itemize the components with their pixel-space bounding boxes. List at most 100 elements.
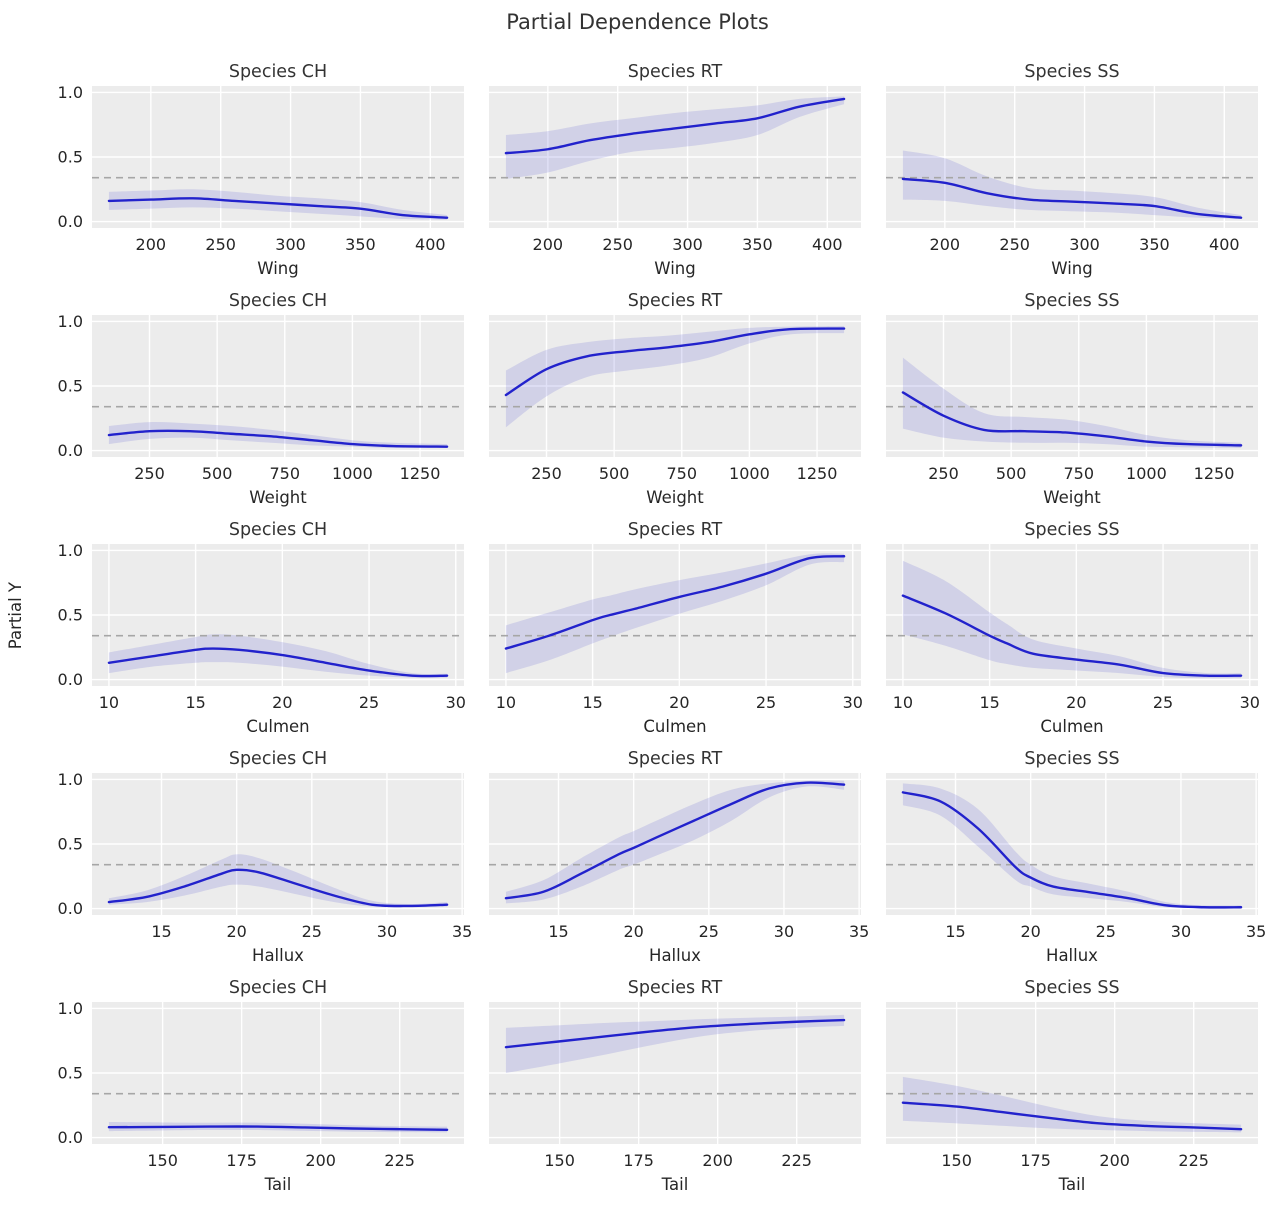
confidence-band — [505, 1014, 845, 1073]
plot-area: 200 250 300 350 400 — [886, 86, 1258, 254]
subplot-culmen-species-ch: Species CH 10 15 20 25 30 0.0 0.5 1.0 Culmen — [58, 518, 466, 740]
x-tick-label: 1250 — [797, 464, 838, 483]
subplot-title: Species RT — [627, 520, 723, 540]
subplot-wing-species-ss: Species SS 200 250 300 350 400 Wing — [886, 60, 1258, 282]
pdp-line — [504, 1018, 846, 1049]
plot-area: 150 175 200 225 — [886, 1002, 1258, 1170]
x-tick-label: 10 — [99, 693, 119, 712]
x-tick-label: 200 — [305, 1151, 336, 1170]
x-tick-label: 35 — [1246, 922, 1266, 941]
y-tick-label: 1.0 — [58, 312, 83, 331]
x-axis-label: Weight — [249, 488, 307, 507]
x-tick-label: 10 — [893, 693, 913, 712]
y-tick-label: 0.5 — [58, 148, 83, 167]
plot-area: 250 500 750 1000 1250 0.0 0.5 1.0 — [58, 312, 464, 483]
pdp-line — [107, 1125, 449, 1131]
plot-area: 15 20 25 30 35 — [489, 773, 869, 941]
x-tick-label: 35 — [849, 922, 869, 941]
x-axis-label: Weight — [646, 488, 704, 507]
x-tick-label: 15 — [979, 693, 999, 712]
y-axis-label-container: Partial Y — [6, 60, 25, 1171]
subplot-culmen-species-ss: Species SS 10 15 20 25 30 Culmen — [886, 518, 1260, 740]
x-tick-label: 250 — [999, 235, 1030, 254]
x-tick-label: 500 — [996, 464, 1027, 483]
x-tick-label: 25 — [756, 693, 776, 712]
pdp-line — [107, 429, 449, 448]
confidence-band — [505, 553, 845, 674]
confidence-band — [902, 560, 1242, 679]
subplot-weight-species-ss: Species SS 250 500 750 1000 1250 Weight — [886, 289, 1258, 511]
pdp-line — [901, 1101, 1243, 1131]
x-tick-label: 150 — [544, 1151, 575, 1170]
subplot-tail-species-rt: Species RT 150 175 200 225 Tail — [489, 976, 861, 1198]
subplot-title: Species CH — [228, 62, 328, 82]
x-axis-label: Hallux — [252, 946, 304, 965]
pdp-line — [504, 327, 846, 397]
y-tick-label: 1.0 — [58, 83, 83, 102]
x-tick-label: 500 — [202, 464, 233, 483]
x-tick-label: 225 — [781, 1151, 812, 1170]
x-tick-label: 30 — [446, 693, 466, 712]
x-tick-label: 20 — [623, 922, 643, 941]
plot-area: 200 250 300 350 400 0.0 0.5 1.0 — [58, 83, 464, 254]
confidence-band — [902, 1076, 1242, 1133]
x-tick-label: 400 — [415, 235, 446, 254]
y-tick-label: 0.5 — [58, 606, 83, 625]
x-tick-label: 25 — [359, 693, 379, 712]
confidence-band — [108, 634, 448, 678]
x-tick-label: 30 — [774, 922, 794, 941]
x-tick-label: 225 — [384, 1151, 415, 1170]
x-tick-label: 225 — [1178, 1151, 1209, 1170]
pdp-line — [504, 97, 846, 155]
pdp-line — [901, 594, 1243, 678]
subplot-title: Species SS — [1024, 978, 1120, 998]
x-tick-label: 30 — [843, 693, 863, 712]
subplot-title: Species SS — [1024, 62, 1120, 82]
x-tick-label: 250 — [205, 235, 236, 254]
subplot-hallux-species-rt: Species RT 15 20 25 30 35 Hallux — [489, 747, 869, 969]
confidence-band — [108, 854, 448, 908]
x-tick-label: 175 — [1020, 1151, 1051, 1170]
x-tick-label: 150 — [147, 1151, 178, 1170]
pdp-line — [107, 647, 449, 678]
plot-area: 150 175 200 225 — [489, 1002, 861, 1170]
x-axis-label: Culmen — [1040, 717, 1104, 736]
x-tick-label: 250 — [134, 464, 165, 483]
y-tick-label: 0.5 — [58, 835, 83, 854]
plot-area: 150 175 200 225 0.0 0.5 1.0 — [58, 999, 464, 1170]
subplot-hallux-species-ss: Species SS 15 20 25 30 35 Hallux — [886, 747, 1266, 969]
x-axis-label: Tail — [264, 1175, 292, 1194]
subplot-title: Species RT — [627, 291, 723, 311]
x-tick-label: 200 — [1099, 1151, 1130, 1170]
pdp-line — [901, 391, 1243, 447]
x-tick-label: 20 — [1066, 693, 1086, 712]
plot-area: 15 20 25 30 35 — [886, 773, 1266, 941]
x-tick-label: 25 — [1096, 922, 1116, 941]
subplot-title: Species CH — [228, 978, 328, 998]
x-axis-label: Wing — [654, 259, 696, 278]
subplot-title: Species SS — [1024, 291, 1120, 311]
x-axis-label: Culmen — [643, 717, 707, 736]
subplot-title: Species CH — [228, 520, 328, 540]
subplot-title: Species RT — [627, 62, 723, 82]
x-tick-label: 15 — [548, 922, 568, 941]
subplot-title: Species CH — [228, 291, 328, 311]
subplot-tail-species-ss: Species SS 150 175 200 225 Tail — [886, 976, 1258, 1198]
x-tick-label: 30 — [377, 922, 397, 941]
x-axis-label: Wing — [1051, 259, 1093, 278]
x-tick-label: 15 — [185, 693, 205, 712]
subplot-wing-species-rt: Species RT 200 250 300 350 400 Wing — [489, 60, 861, 282]
plot-area: 250 500 750 1000 1250 — [489, 315, 861, 483]
plot-area: 10 15 20 25 30 — [489, 544, 863, 712]
x-axis-label: Tail — [661, 1175, 689, 1194]
x-tick-label: 250 — [928, 464, 959, 483]
x-tick-label: 15 — [945, 922, 965, 941]
subplot-hallux-species-ch: Species CH 15 20 25 30 35 0.0 0.5 1.0 Hallux — [58, 747, 473, 969]
x-tick-label: 25 — [699, 922, 719, 941]
pdp-line — [107, 868, 449, 908]
plot-area: 250 500 750 1000 1250 — [886, 315, 1258, 483]
confidence-band — [505, 325, 845, 428]
y-axis-label: Partial Y — [6, 581, 25, 650]
x-tick-label: 1000 — [332, 464, 373, 483]
x-tick-label: 350 — [345, 235, 376, 254]
